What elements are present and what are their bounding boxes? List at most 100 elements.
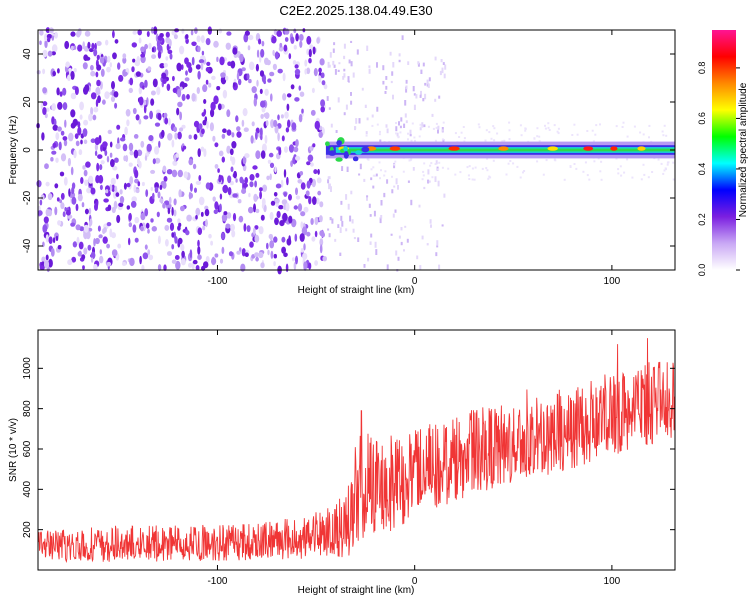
noise-blob <box>112 30 115 39</box>
noise-blob <box>248 192 251 198</box>
noise-speck <box>400 117 403 122</box>
noise-speck <box>436 245 439 248</box>
noise-blob <box>77 193 83 202</box>
noise-blob <box>295 155 301 161</box>
x-tick-label: 0 <box>412 576 418 587</box>
noise-blob <box>259 55 262 63</box>
noise-speck <box>361 87 364 91</box>
noise-speck <box>639 131 642 134</box>
noise-blob <box>162 202 166 209</box>
noise-blob <box>268 233 273 240</box>
noise-speck <box>672 178 675 181</box>
noise-speck <box>348 59 351 64</box>
noise-blob <box>284 111 289 119</box>
noise-blob <box>288 144 295 153</box>
noise-blob <box>258 38 262 45</box>
noise-blob <box>198 59 205 64</box>
noise-blob <box>176 62 182 72</box>
noise-blob <box>128 212 132 221</box>
noise-blob <box>218 150 224 157</box>
noise-blob <box>77 121 81 128</box>
noise-speck <box>350 92 352 96</box>
noise-blob <box>168 39 172 47</box>
noise-blob <box>261 106 266 113</box>
noise-speck <box>623 171 626 174</box>
band-start-blob <box>355 150 363 155</box>
noise-speck <box>536 160 539 163</box>
noise-blob <box>167 49 173 55</box>
noise-blob <box>163 264 167 272</box>
band-hotspot <box>448 146 460 151</box>
noise-blob <box>269 162 275 168</box>
noise-speck <box>409 159 412 162</box>
noise-speck <box>375 173 378 177</box>
noise-speck <box>508 129 511 132</box>
noise-blob <box>70 122 76 129</box>
noise-blob <box>195 207 201 216</box>
noise-blob <box>176 107 180 116</box>
noise-blob <box>158 140 161 148</box>
noise-blob <box>319 58 325 66</box>
noise-blob <box>285 202 290 212</box>
noise-blob <box>109 141 113 148</box>
noise-blob <box>74 86 79 95</box>
noise-blob <box>109 152 113 158</box>
noise-blob <box>277 132 280 142</box>
noise-speck <box>620 174 623 177</box>
noise-speck <box>533 137 536 140</box>
noise-speck <box>407 138 409 141</box>
noise-speck <box>423 162 426 165</box>
x-tick-label: 100 <box>604 576 621 587</box>
noise-blob <box>172 87 177 93</box>
noise-blob <box>54 183 59 189</box>
noise-blob <box>286 238 292 246</box>
band-center <box>345 148 675 152</box>
noise-blob <box>181 124 186 129</box>
noise-blob <box>109 62 113 68</box>
noise-speck <box>406 238 409 243</box>
noise-blob <box>125 155 129 162</box>
noise-blob <box>163 112 168 118</box>
noise-blob <box>314 260 318 266</box>
noise-speck <box>395 126 398 132</box>
noise-speck <box>345 228 348 232</box>
noise-blob <box>50 248 55 257</box>
noise-blob <box>241 188 247 194</box>
noise-blob <box>267 159 271 164</box>
noise-blob <box>240 263 246 272</box>
noise-speck <box>444 64 447 70</box>
noise-blob <box>106 243 110 249</box>
noise-blob <box>200 146 205 152</box>
noise-speck <box>648 124 651 127</box>
noise-blob <box>113 200 118 210</box>
noise-speck <box>339 227 342 233</box>
noise-speck <box>441 166 444 169</box>
noise-speck <box>487 177 490 180</box>
noise-blob <box>51 103 56 112</box>
noise-speck <box>488 131 491 134</box>
noise-speck <box>333 64 336 68</box>
noise-speck <box>492 125 495 128</box>
noise-blob <box>90 92 97 100</box>
noise-speck <box>347 76 350 82</box>
colorbar-tick-label: 0.4 <box>697 163 707 176</box>
noise-blob <box>117 62 121 70</box>
noise-blob <box>82 128 88 137</box>
noise-blob <box>36 180 42 188</box>
noise-blob <box>277 68 283 74</box>
figure-title: C2E2.2025.138.04.49.E30 <box>279 3 432 18</box>
noise-blob <box>260 150 266 159</box>
noise-blob <box>166 169 173 175</box>
noise-speck <box>407 61 410 65</box>
noise-blob <box>159 198 164 203</box>
noise-speck <box>366 45 369 51</box>
noise-blob <box>62 211 66 218</box>
noise-blob <box>259 187 263 192</box>
noise-blob <box>71 186 75 195</box>
noise-blob <box>297 203 303 212</box>
band-hotspot <box>389 146 401 151</box>
noise-blob <box>232 213 237 222</box>
noise-speck <box>376 106 379 112</box>
noise-speck <box>369 241 372 245</box>
noise-speck <box>383 192 386 198</box>
